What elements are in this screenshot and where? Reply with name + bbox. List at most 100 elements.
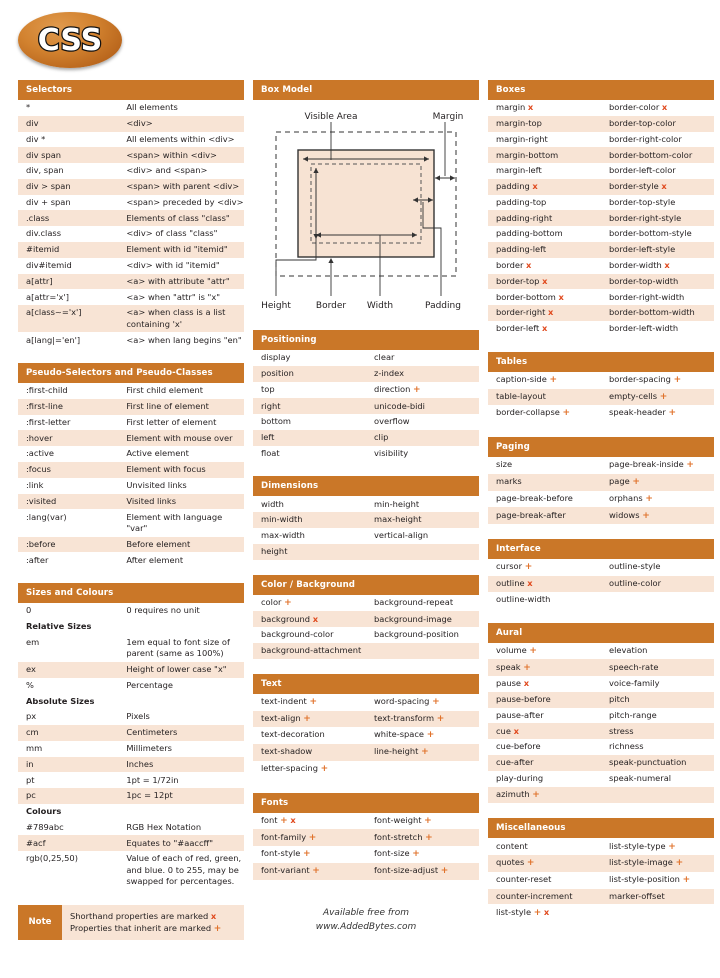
tbody-sizes: 0 0 requires no unit Relative Sizes em 1em e…: [18, 603, 244, 890]
row-desc: <div> and <span>: [126, 165, 208, 176]
table-row: #itemid Element with id "itemid": [18, 242, 244, 258]
property-name: list-style-type +: [609, 840, 676, 852]
row-desc: Pixels: [126, 711, 150, 722]
inherit-mark-icon: +: [526, 858, 535, 869]
property-name: direction +: [374, 383, 421, 395]
table-row: counter-increment marker-offset: [488, 888, 714, 905]
shorthand-mark-icon: x: [527, 102, 534, 113]
property-name: speak-punctuation: [601, 755, 714, 771]
property-name: background x: [253, 611, 366, 628]
section-sizes-colours: Sizes and Colours 0 0 requires no unit Rel…: [18, 583, 244, 890]
section-aural: Aural volume + elevation speak + speech-rat…: [488, 622, 714, 804]
property-name: margin-top: [488, 115, 601, 132]
table-row: div#itemid <div> with id "itemid": [18, 258, 244, 274]
table-row: % Percentage: [18, 678, 244, 694]
table-row: pause-after pitch-range: [488, 708, 714, 724]
shorthand-mark-icon: x: [558, 291, 564, 302]
section-title-tables: Tables: [488, 351, 714, 372]
property-name: play-during: [496, 772, 544, 783]
table-subheading-row: Absolute Sizes: [18, 693, 244, 709]
tbody-dimensions: width min-height min-width max-height max-wi…: [253, 496, 479, 560]
section-text: Text text-indent + word-spacing + text-ali…: [253, 673, 479, 778]
property-name: background-repeat: [374, 596, 454, 607]
property-name: text-indent +: [261, 695, 317, 707]
row-desc: Before element: [118, 536, 244, 553]
table-row: caption-side + border-spacing +: [488, 372, 714, 389]
row-desc: Elements of class "class": [118, 210, 244, 227]
table-row: :first-child First child element: [18, 383, 244, 399]
table-row: padding x border-style x: [488, 178, 714, 195]
property-name: border-top-style: [609, 196, 676, 207]
row-term: div + span: [26, 196, 71, 207]
table-row: position z-index: [253, 365, 479, 382]
table-row: :visited Visited links: [18, 493, 244, 510]
row-desc: Active element: [126, 448, 189, 459]
section-tables: Tables caption-side + border-spacing + tab…: [488, 351, 714, 422]
table-row: max-width vertical-align: [253, 528, 479, 544]
property-name: outline-width: [496, 593, 551, 604]
row-term: :before: [18, 536, 119, 553]
property-name: speech-rate: [601, 659, 714, 677]
row-term: :active: [26, 448, 55, 459]
row-term: pc: [18, 788, 119, 804]
shorthand-mark-icon: x: [541, 323, 548, 334]
tbody-paging: size page-break-inside + marks page + page-b…: [488, 457, 714, 525]
inherit-mark-icon: +: [645, 493, 653, 504]
table-row: right unicode-bidi: [253, 398, 479, 415]
table-row: marks page +: [488, 473, 714, 491]
table-tables: caption-side + border-spacing + table-layo…: [488, 372, 714, 422]
label-padding: Padding: [425, 301, 461, 311]
row-desc: <span> preceded by <div>: [126, 196, 244, 207]
table-subheading: Colours: [26, 806, 62, 817]
inherit-mark-icon: +: [432, 696, 440, 707]
section-interface: Interface cursor + outline-style outline x…: [488, 539, 714, 607]
property-name: pause-before: [488, 691, 601, 708]
property-name: border-width x: [609, 260, 670, 270]
property-name: speak +: [488, 659, 601, 677]
table-subheading-row: Colours: [18, 804, 244, 820]
property-name: border-left-style: [601, 242, 714, 258]
property-name: border-color x: [609, 102, 668, 113]
note-line-1-text: Shorthand properties are marked: [70, 910, 209, 921]
row-term: %: [26, 679, 34, 690]
section-fonts: Fonts font + x font-weight + font-family +…: [253, 792, 479, 880]
table-selectors: * All elements div <div> div * All elements w…: [18, 100, 244, 348]
shorthand-mark-icon: x: [312, 613, 319, 624]
table-row: in Inches: [18, 756, 244, 773]
inherit-mark-icon: +: [673, 374, 682, 385]
table-row: speak + speech-rate: [488, 659, 714, 677]
inherit-mark-icon: +: [440, 866, 449, 877]
property-name: overflow: [374, 416, 410, 427]
footer-line-1: Available free from: [322, 907, 410, 918]
property-name: font-family +: [253, 829, 366, 847]
inherit-mark-icon: +: [303, 713, 311, 724]
property-name: padding-left: [488, 242, 601, 258]
row-desc: Height of lower case "x": [118, 661, 244, 678]
property-name: border-left x: [496, 323, 548, 334]
row-term: px: [26, 711, 37, 722]
property-name: counter-increment: [488, 888, 601, 905]
footer-credit: Available free from www.AddedBytes.com: [253, 906, 479, 934]
column-left: Selectors * All elements div <div> div * All …: [18, 80, 244, 940]
table-row: div.class <div> of class "class": [18, 226, 244, 242]
section-dimensions: Dimensions width min-height min-width max-h…: [253, 476, 479, 560]
table-row: outline x outline-color: [488, 575, 714, 592]
property-name: background-color: [261, 629, 334, 640]
tbody-misc: content list-style-type + quotes + list-sty…: [488, 838, 714, 921]
table-row: pause-before pitch: [488, 691, 714, 708]
property-name: text-shadow: [253, 744, 366, 761]
row-term: div *: [26, 133, 46, 144]
label-margin: Margin: [433, 112, 464, 122]
inherit-mark-icon: +: [425, 832, 433, 843]
table-row: letter-spacing +: [253, 761, 479, 778]
property-name: orphans +: [609, 492, 653, 504]
row-term: div > span: [18, 178, 119, 195]
table-row: size page-break-inside +: [488, 457, 714, 474]
section-miscellaneous: Miscellaneous content list-style-type + qu…: [488, 818, 714, 921]
row-desc: All elements within <div>: [126, 133, 235, 144]
property-name: clip: [366, 429, 479, 446]
table-row: ex Height of lower case "x": [18, 661, 244, 678]
table-row: font + x font-weight +: [253, 813, 479, 830]
row-desc: <div>: [118, 115, 244, 132]
